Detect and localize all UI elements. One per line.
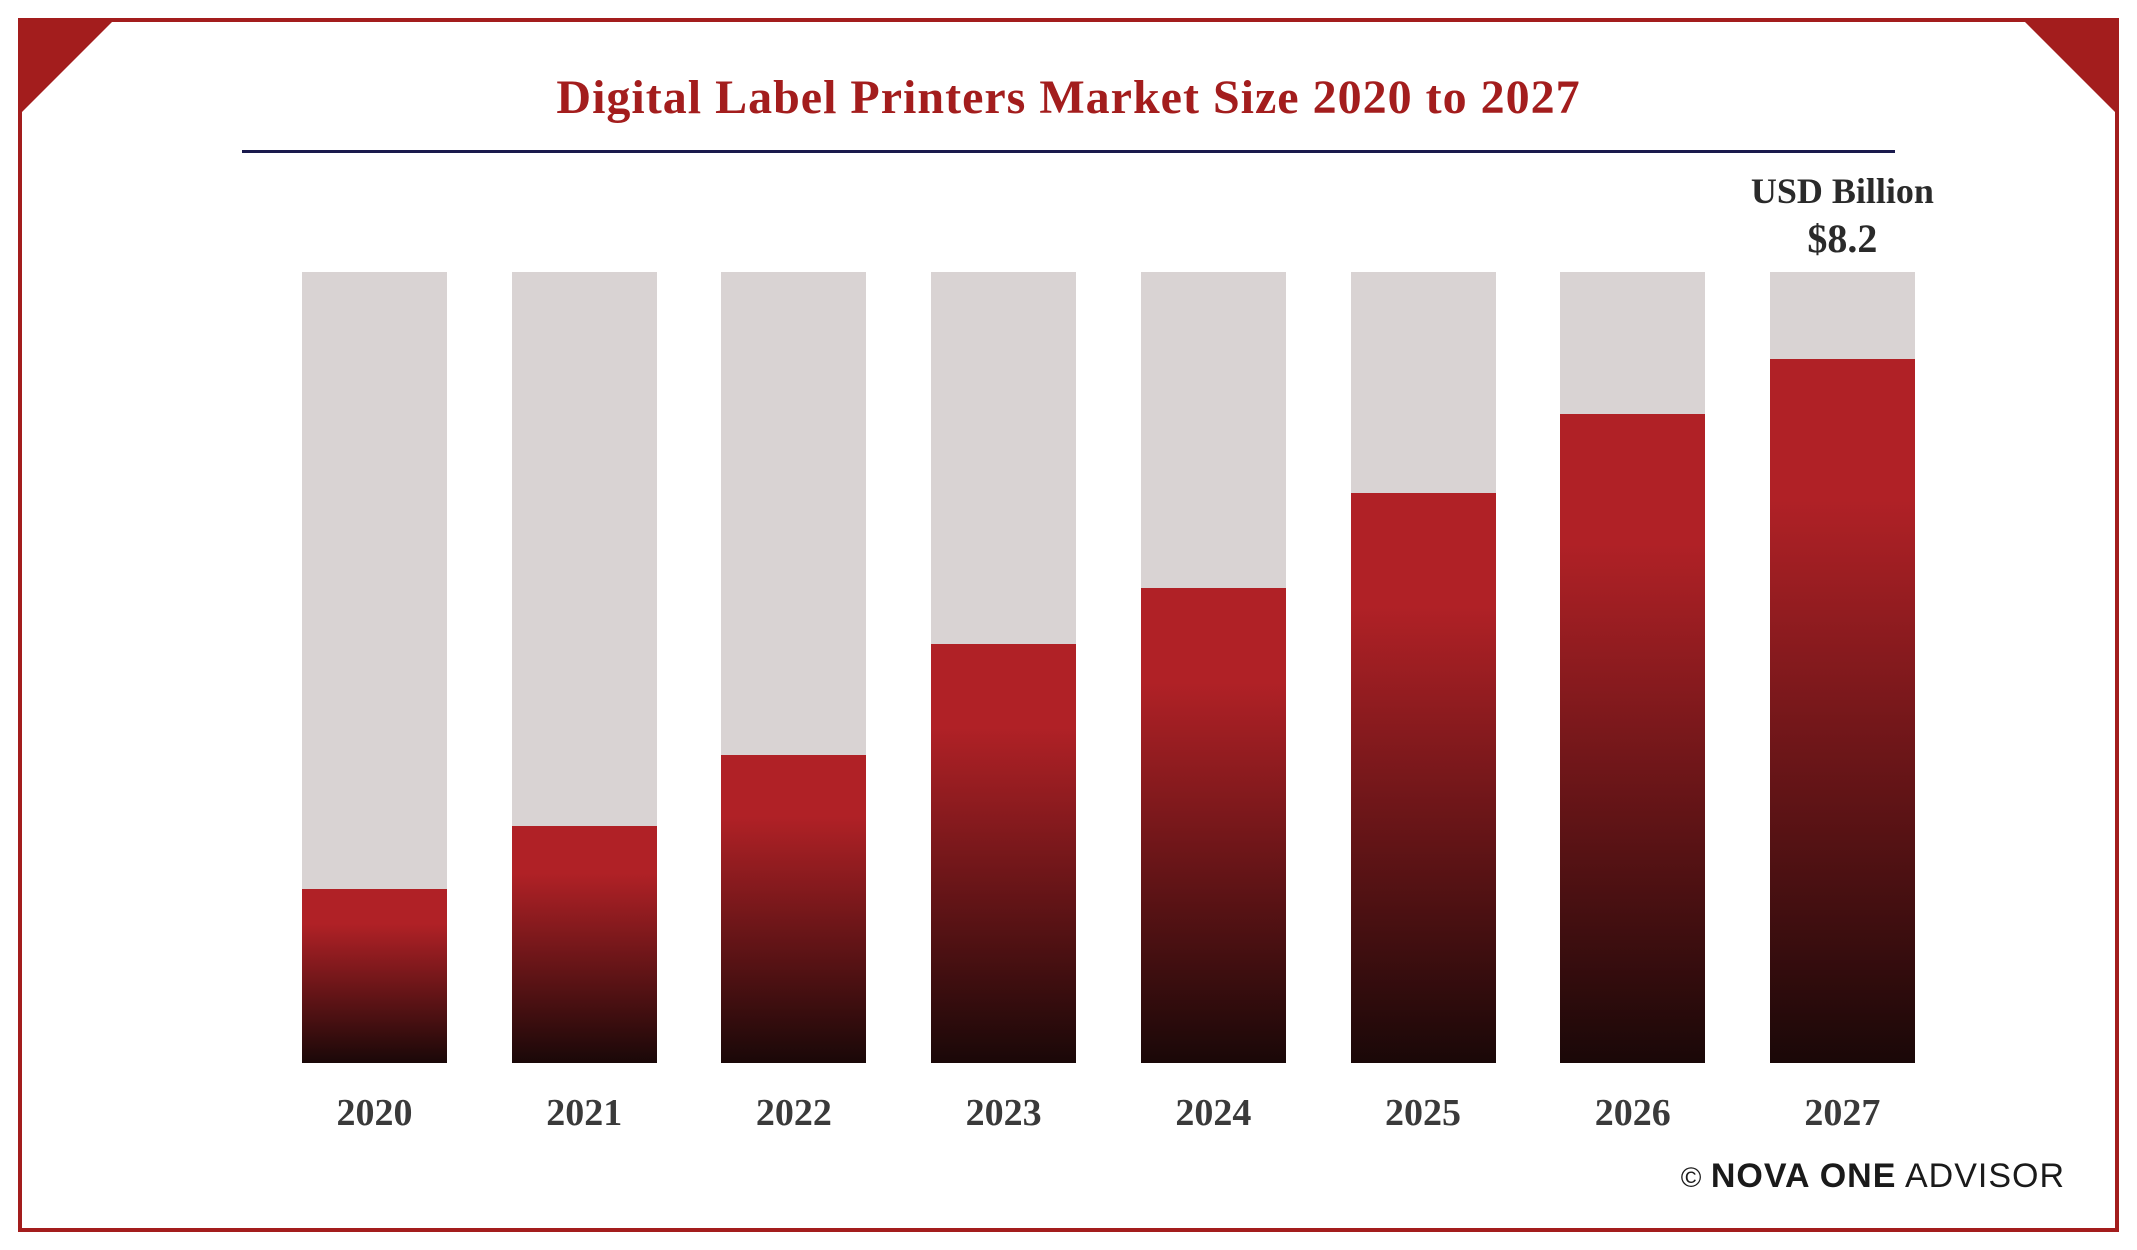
bar-fill	[1560, 414, 1705, 1063]
x-axis-label: 2022	[756, 1091, 832, 1135]
bar-slot: 2023	[931, 272, 1076, 1063]
chart-title: Digital Label Printers Market Size 2020 …	[22, 70, 2115, 125]
x-axis-label: 2021	[546, 1091, 622, 1135]
attribution: © NOVA ONE ADVISOR	[1681, 1157, 2065, 1196]
bar-fill	[1351, 493, 1496, 1063]
bar-slot: 2027$8.2USD Billion	[1770, 272, 1915, 1063]
bar-value-label: $8.2	[1807, 215, 1877, 262]
bar-chart: 2020 2021 2022 2023 2024 2025 2026 2027$8.2USD …	[302, 272, 1915, 1063]
bar-fill	[721, 755, 866, 1063]
x-axis-label: 2023	[966, 1091, 1042, 1135]
x-axis-label: 2026	[1595, 1091, 1671, 1135]
bar-slot: 2025	[1351, 272, 1496, 1063]
bar-slot: 2021	[512, 272, 657, 1063]
bar-slot: 2020	[302, 272, 447, 1063]
unit-label: USD Billion	[1751, 170, 1934, 212]
copyright-symbol: ©	[1681, 1162, 1702, 1193]
bar-fill	[302, 889, 447, 1063]
bar-fill	[1770, 359, 1915, 1063]
x-axis-label: 2024	[1175, 1091, 1251, 1135]
x-axis-label: 2027	[1804, 1091, 1880, 1135]
title-underline	[242, 150, 1895, 153]
bar-fill	[931, 644, 1076, 1063]
brand-light: ADVISOR	[1896, 1157, 2065, 1195]
brand-bold: NOVA ONE	[1711, 1157, 1897, 1195]
x-axis-label: 2025	[1385, 1091, 1461, 1135]
chart-frame: Digital Label Printers Market Size 2020 …	[18, 18, 2119, 1232]
bar-slot: 2022	[721, 272, 866, 1063]
x-axis-label: 2020	[337, 1091, 413, 1135]
bar-fill	[1141, 588, 1286, 1063]
bar-slot: 2026	[1560, 272, 1705, 1063]
bar-slot: 2024	[1141, 272, 1286, 1063]
bar-fill	[512, 826, 657, 1063]
